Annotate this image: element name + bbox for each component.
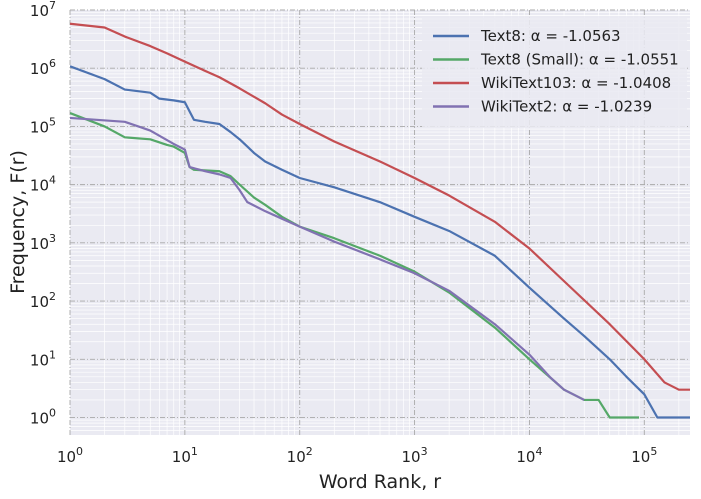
y-tick-labels: 100 101 102 103 104 105 106 107 bbox=[30, 0, 56, 427]
series-line-3 bbox=[70, 116, 585, 401]
x-tick-label: 104 bbox=[516, 445, 542, 466]
x-axis-label: Word Rank, r bbox=[319, 471, 441, 493]
y-tick-label: 107 bbox=[30, 0, 56, 20]
major-grid bbox=[69, 9, 690, 435]
y-tick-label: 102 bbox=[30, 290, 56, 311]
series-line-2 bbox=[70, 22, 690, 391]
series-lines bbox=[70, 22, 690, 419]
y-axis-label: Frequency, F(r) bbox=[7, 150, 29, 294]
series-line-0 bbox=[70, 65, 690, 419]
legend-label-3: WikiText2: α = -1.0239 bbox=[481, 98, 652, 116]
legend: Text8: α = -1.0563 Text8 (Small): α = -1.… bbox=[422, 16, 687, 128]
legend-label-2: WikiText103: α = -1.0408 bbox=[481, 74, 671, 92]
legend-box bbox=[422, 16, 687, 128]
y-tick-label: 100 bbox=[30, 406, 56, 427]
legend-label-1: Text8 (Small): α = -1.0551 bbox=[480, 51, 679, 69]
y-tick-label: 103 bbox=[30, 232, 56, 253]
y-tick-label: 101 bbox=[30, 348, 56, 369]
x-tick-label: 102 bbox=[287, 445, 313, 466]
x-tick-label: 103 bbox=[402, 445, 428, 466]
x-tick-label: 101 bbox=[172, 445, 198, 466]
legend-label-0: Text8: α = -1.0563 bbox=[480, 27, 621, 45]
y-tick-label: 104 bbox=[30, 174, 56, 195]
x-tick-label: 100 bbox=[57, 445, 83, 466]
x-tick-label: 105 bbox=[631, 445, 657, 466]
y-tick-label: 106 bbox=[30, 57, 56, 78]
x-tick-labels: 100 101 102 103 104 105 bbox=[57, 445, 657, 466]
y-tick-label: 105 bbox=[30, 115, 56, 136]
